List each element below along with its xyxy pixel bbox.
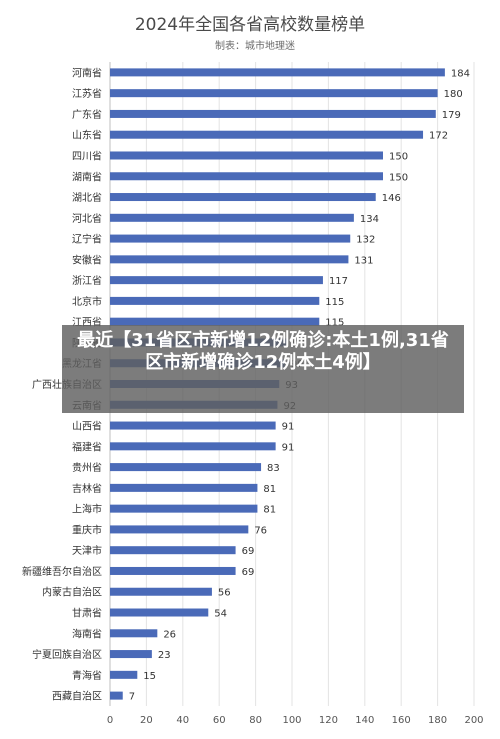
bar xyxy=(110,172,383,181)
category-label: 内蒙古自治区 xyxy=(42,586,102,599)
data-label: 69 xyxy=(242,567,255,578)
x-tick-label: 80 xyxy=(249,715,262,726)
x-tick-label: 40 xyxy=(176,715,189,726)
bar xyxy=(110,213,354,222)
bar xyxy=(110,670,138,679)
category-label: 山西省 xyxy=(72,420,102,433)
bar xyxy=(110,296,320,305)
x-tick-label: 200 xyxy=(464,715,483,726)
bar xyxy=(110,255,349,264)
data-label: 179 xyxy=(442,110,461,121)
category-label: 湖南省 xyxy=(72,170,102,183)
data-label: 91 xyxy=(282,442,295,453)
category-label: 西藏自治区 xyxy=(52,690,102,703)
x-tick-label: 140 xyxy=(355,715,374,726)
category-label: 河南省 xyxy=(72,66,102,79)
data-label: 150 xyxy=(389,172,408,183)
bar xyxy=(110,587,212,596)
bar xyxy=(110,691,123,700)
data-label: 76 xyxy=(254,525,267,536)
category-label: 河北省 xyxy=(72,212,102,225)
bar xyxy=(110,629,158,638)
bar xyxy=(110,442,276,451)
data-label: 91 xyxy=(282,422,295,433)
data-label: 81 xyxy=(263,484,276,495)
data-label: 115 xyxy=(325,318,344,329)
data-label: 132 xyxy=(356,235,375,246)
category-label: 福建省 xyxy=(72,440,102,453)
category-label: 浙江省 xyxy=(72,274,102,287)
data-label: 81 xyxy=(263,505,276,516)
category-label: 广东省 xyxy=(72,108,102,121)
bar xyxy=(110,483,258,492)
category-label: 湖北省 xyxy=(72,191,102,204)
data-label: 180 xyxy=(444,89,463,100)
data-label: 69 xyxy=(242,546,255,557)
bar xyxy=(110,504,258,513)
bar xyxy=(110,546,236,555)
category-label: 宁夏回族自治区 xyxy=(32,648,102,661)
x-tick-label: 120 xyxy=(319,715,338,726)
headline-overlay-link[interactable]: 最近【31省区市新增12例确诊:本土1例,31省区市新增确诊12例本土4例】 xyxy=(62,325,464,413)
data-label: 15 xyxy=(143,671,156,682)
bar xyxy=(110,566,236,575)
category-label: 上海市 xyxy=(72,503,102,516)
data-label: 23 xyxy=(158,650,171,661)
chart-subtitle: 制表：城市地理迷 xyxy=(215,41,295,52)
category-label: 北京市 xyxy=(72,295,102,308)
category-label: 吉林省 xyxy=(72,482,102,495)
data-label: 131 xyxy=(354,255,373,266)
bar xyxy=(110,109,436,118)
category-label: 江苏省 xyxy=(72,87,102,100)
category-label: 贵州省 xyxy=(72,461,102,474)
category-label: 四川省 xyxy=(72,149,102,162)
bar xyxy=(110,463,262,472)
bar xyxy=(110,234,351,243)
data-label: 115 xyxy=(325,297,344,308)
bar xyxy=(110,89,438,98)
bar xyxy=(110,193,376,202)
data-label: 117 xyxy=(329,276,348,287)
data-label: 146 xyxy=(382,193,401,204)
bar xyxy=(110,525,249,534)
data-label: 150 xyxy=(389,151,408,162)
x-tick-label: 180 xyxy=(428,715,447,726)
bar xyxy=(110,130,424,139)
category-label: 天津市 xyxy=(72,544,102,557)
chart-title: 2024年全国各省高校数量榜单 xyxy=(134,15,366,35)
x-tick-label: 60 xyxy=(213,715,226,726)
x-tick-label: 20 xyxy=(140,715,153,726)
data-label: 184 xyxy=(451,68,470,79)
bar xyxy=(110,151,383,160)
data-label: 83 xyxy=(267,463,280,474)
category-label: 山东省 xyxy=(72,129,102,142)
category-label: 安徽省 xyxy=(72,253,102,266)
x-tick-label: 160 xyxy=(392,715,411,726)
category-label: 新疆维吾尔自治区 xyxy=(22,565,102,578)
bar xyxy=(110,276,323,285)
bar xyxy=(110,608,209,617)
data-label: 26 xyxy=(163,629,176,640)
category-label: 海南省 xyxy=(72,627,102,640)
bar xyxy=(110,317,320,326)
data-label: 134 xyxy=(360,214,379,225)
x-tick-label: 0 xyxy=(107,715,113,726)
data-label: 56 xyxy=(218,588,231,599)
data-label: 7 xyxy=(129,692,135,703)
bar xyxy=(110,68,445,77)
category-label: 甘肃省 xyxy=(72,607,102,620)
x-tick-label: 100 xyxy=(282,715,301,726)
category-label: 辽宁省 xyxy=(72,233,102,246)
bar xyxy=(110,421,276,430)
data-label: 54 xyxy=(214,609,227,620)
category-label: 青海省 xyxy=(72,669,102,682)
bar xyxy=(110,650,152,659)
category-label: 重庆市 xyxy=(72,523,102,536)
data-label: 172 xyxy=(429,131,448,142)
